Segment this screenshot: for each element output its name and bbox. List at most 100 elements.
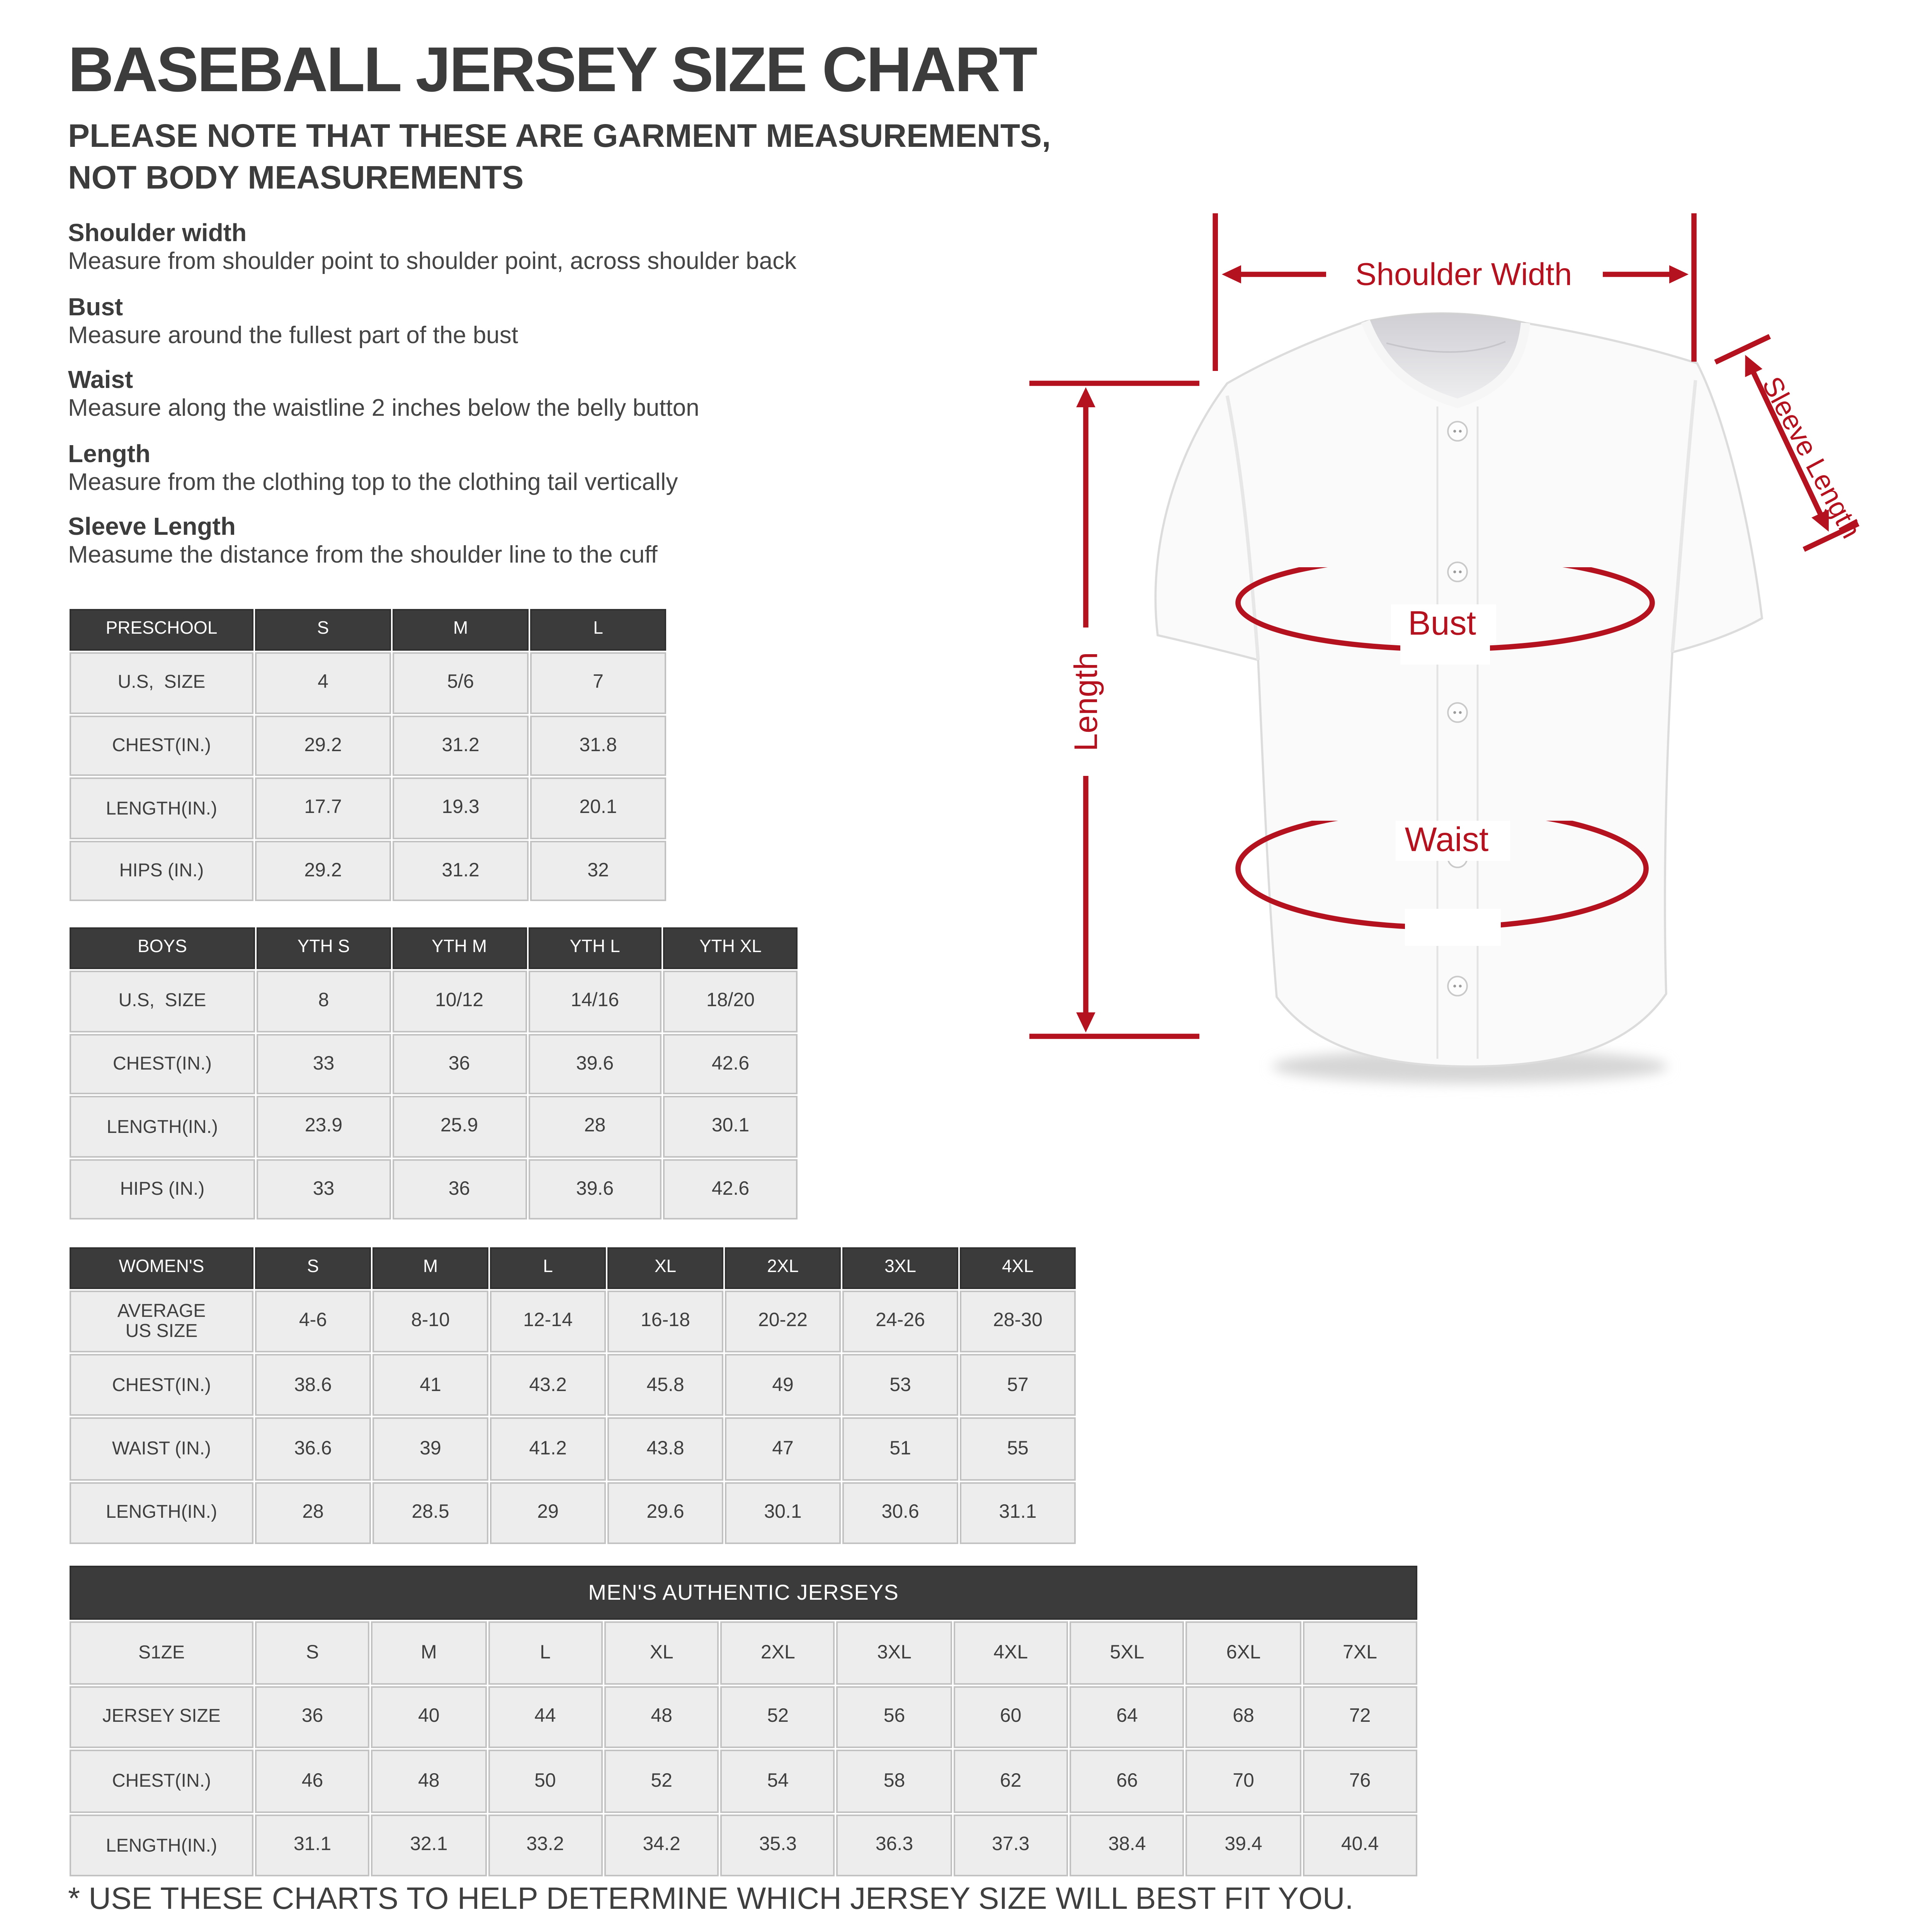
table-cell: 36.6 [255,1418,371,1480]
table-cell: 20-22 [725,1291,841,1353]
table-cell: 31.1 [255,1814,370,1877]
table-cell: 58 [837,1750,952,1813]
table-cell: 18/20 [663,971,798,1032]
column-header-cell: M [393,609,529,651]
table-cell: 45.8 [607,1354,723,1417]
shoulder-width-annotation: Shoulder Width [1213,213,1697,371]
table-row: HIPS (IN.) 29.2 31.2 32 [70,840,666,902]
row-label-cell: WAIST (IN.) [70,1418,253,1480]
length-annotation: Length [1029,381,1199,1039]
table-cell: 38.6 [255,1354,371,1417]
column-header-cell: L [530,609,666,651]
row-label-cell: CHEST(IN.) [70,1750,253,1813]
table-row: LENGTH(IN.) 31.1 32.1 33.2 34.2 35.3 36.3 37.3 3… [70,1814,1418,1877]
definition-bust: Bust Measure around the fullest part of … [68,294,995,349]
table-cell: 3XL [837,1621,952,1684]
table-cell: 42.6 [663,1033,798,1095]
table-cell: 29.6 [607,1481,723,1544]
table-cell: 28.5 [372,1481,488,1544]
table-cell: 51 [842,1418,958,1480]
table-cell: 76 [1302,1750,1418,1813]
table-cell: 66 [1070,1750,1185,1813]
table-cell: 7XL [1302,1621,1418,1684]
boys-size-table: BOYS YTH S YTH M YTH L YTH XL U.S, SIZE 8 10/12… [68,926,799,1222]
table-cell: XL [604,1621,719,1684]
table-cell: 52 [604,1750,719,1813]
table-cell: 29.2 [255,840,391,902]
definition-description: Measure from shoulder point to shoulder … [68,249,797,275]
column-header-cell: BOYS [70,927,255,969]
shoulder-width-label: Shoulder Width [1355,257,1572,292]
waist-arc-mask [1291,799,1607,821]
footnote: * USE THESE CHARTS TO HELP DETERMINE WHI… [68,1883,1354,1917]
definition-description: Measure along the waistline 2 inches bel… [68,396,699,422]
table-cell: 54 [720,1750,835,1813]
column-header-cell: 2XL [725,1247,841,1289]
bust-label: Bust [1408,604,1476,642]
row-label-cell: AVERAGE US SIZE [70,1291,253,1353]
table-row: JERSEY SIZE 36 40 44 48 52 56 60 64 68 72 [70,1685,1418,1748]
bust-arc-gap [1400,634,1490,665]
table-cell: 14/16 [528,971,662,1032]
table-cell: 43.8 [607,1418,723,1480]
table-cell: 35.3 [720,1814,835,1877]
definition-description: Measure from the clothing top to the clo… [68,469,678,495]
table-cell: 6XL [1186,1621,1301,1684]
table-cell: 24-26 [842,1291,958,1353]
table-cell: 5XL [1070,1621,1185,1684]
definition-description: Measure around the fullest part of the b… [68,322,518,349]
table-row: CHEST(IN.) 29.2 31.2 31.8 [70,715,666,776]
column-header-cell: WOMEN'S [70,1247,253,1289]
table-row: LENGTH(IN.) 17.7 19.3 20.1 [70,777,666,839]
table-cell: 64 [1070,1685,1185,1748]
table-row: WAIST (IN.) 36.6 39 41.2 43.8 47 51 55 [70,1418,1076,1480]
table-cell: 28-30 [960,1291,1076,1353]
table-header-row: S1ZE S M L XL 2XL 3XL 4XL 5XL 6XL 7XL [70,1621,1418,1684]
table-cell: 46 [255,1750,370,1813]
definition-shoulder-width: Shoulder width Measure from shoulder poi… [68,221,995,275]
sleeve-length-label: Sleeve Length [1756,372,1867,543]
row-label-cell: LENGTH(IN.) [70,1814,253,1877]
table-cell: 32.1 [371,1814,486,1877]
mens-size-table: MEN'S AUTHENTIC JERSEYS S1ZE S M L XL 2XL 3XL 4X… [68,1564,1419,1879]
table-title-row: MEN'S AUTHENTIC JERSEYS [70,1566,1418,1620]
table-cell: 10/12 [392,971,526,1032]
table-cell: 19.3 [393,777,529,839]
table-row: CHEST(IN.) 46 48 50 52 54 58 62 66 70 76 [70,1750,1418,1813]
table-title-cell: MEN'S AUTHENTIC JERSEYS [70,1566,1418,1620]
table-row: CHEST(IN.) 33 36 39.6 42.6 [70,1033,798,1095]
column-header-cell: 3XL [842,1247,958,1289]
table-cell: 4-6 [255,1291,371,1353]
bust-arc-mask [1267,546,1623,567]
row-label-cell: JERSEY SIZE [70,1685,253,1748]
row-label-cell: HIPS (IN.) [70,840,253,902]
table-cell: 72 [1302,1685,1418,1748]
definition-sleeve-length: Sleeve Length Measume the distance from … [68,515,995,569]
table-cell: 31.2 [393,840,529,902]
page-title: BASEBALL JERSEY SIZE CHART [68,34,1037,105]
measurement-definitions: Shoulder width Measure from shoulder poi… [68,221,995,588]
table-cell: S [255,1621,370,1684]
definition-term: Waist [68,368,133,394]
subtitle-line-2: NOT BODY MEASUREMENTS [68,160,524,196]
table-row: HIPS (IN.) 33 36 39.6 42.6 [70,1159,798,1220]
table-cell: 53 [842,1354,958,1417]
collar-band [1361,320,1530,408]
row-label-cell: CHEST(IN.) [70,1354,253,1417]
table-cell: 30.1 [663,1096,798,1158]
table-cell: 36 [255,1685,370,1748]
table-cell: 40 [371,1685,486,1748]
row-label-cell: CHEST(IN.) [70,1033,255,1095]
table-cell: 57 [960,1354,1076,1417]
waist-label-gap [1396,821,1510,861]
table-row: CHEST(IN.) 38.6 41 43.2 45.8 49 53 57 [70,1354,1076,1417]
table-cell: 23.9 [257,1096,391,1158]
row-label-cell: U.S, SIZE [70,652,253,714]
column-header-cell: S [255,609,391,651]
table-row: LENGTH(IN.) 23.9 25.9 28 30.1 [70,1096,798,1158]
table-cell: L [488,1621,603,1684]
table-cell: 30.6 [842,1481,958,1544]
table-header-row: BOYS YTH S YTH M YTH L YTH XL [70,927,798,969]
table-cell: 48 [371,1750,486,1813]
table-cell: 32 [530,840,666,902]
